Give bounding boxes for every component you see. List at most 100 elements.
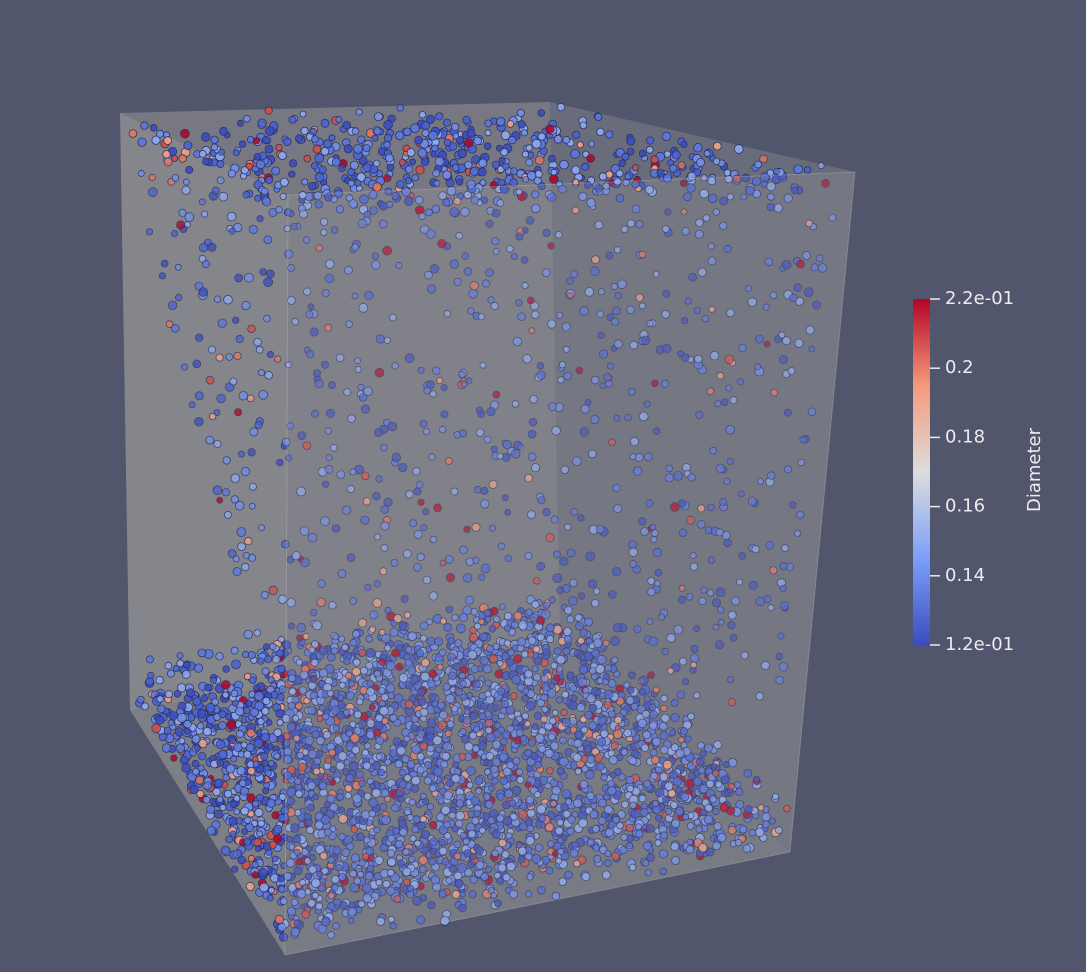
particle [244,707,251,714]
particle [246,882,254,890]
particle [485,120,492,127]
particle [232,660,241,669]
particle [243,191,250,198]
particle [265,770,272,777]
particle [233,150,239,156]
particle [195,334,203,342]
particle [499,157,505,163]
particle [201,211,207,217]
particle [694,143,703,152]
particle [443,171,451,179]
particle [422,121,430,129]
particle [177,660,184,667]
particle [397,181,405,189]
particle [217,497,223,503]
particle [206,703,215,712]
particle [211,677,217,683]
box-front [285,172,855,955]
particle [201,695,208,702]
particle [244,817,251,824]
particle [183,179,189,185]
particle [363,164,371,172]
particle [259,868,268,877]
particle [343,121,351,129]
particle [315,173,324,182]
particle [254,739,263,748]
particle [372,135,378,141]
particle [223,692,229,698]
particle [309,182,317,190]
particle [236,335,243,342]
particle [247,395,254,402]
particle [302,179,308,185]
particle [177,653,183,659]
particle [199,150,206,157]
particle [217,394,226,403]
particle [156,676,164,684]
particle [284,138,292,146]
particle [214,779,223,788]
particle [597,128,605,136]
particle [198,753,206,761]
particle [218,319,226,327]
particle [181,364,187,370]
particle [627,137,635,145]
particle [221,846,230,855]
particle [161,260,168,267]
particle [557,103,565,111]
particle [315,154,324,163]
particle [373,183,382,192]
particle [387,164,394,171]
particle [619,160,626,167]
particle [260,269,267,276]
particle [526,145,532,151]
particle [277,459,284,466]
particle [218,149,224,155]
particle [452,123,459,130]
particle [231,496,238,503]
particle [275,356,281,362]
particle [311,163,318,170]
particle [214,296,221,303]
particle [304,155,311,162]
particle [261,753,268,760]
particle [457,179,463,185]
particle [244,630,253,639]
particle [206,376,214,384]
particle [253,138,259,144]
colorbar-tick-label: 2.2e-01 [945,288,1014,309]
particle [186,166,193,173]
particle [374,128,381,135]
particle [244,838,251,845]
particle [344,145,352,153]
particle [269,586,278,595]
particle [254,338,262,346]
particle [184,142,192,150]
particle [452,164,459,171]
particle [356,109,362,115]
particle [189,402,195,408]
particle [233,568,241,576]
particle [300,111,306,117]
particle [234,352,241,359]
particle [262,137,269,144]
particle [373,160,380,167]
particle [289,160,296,167]
particle [181,129,190,138]
particle [551,169,557,175]
particle [415,136,423,144]
particle [274,729,282,737]
particle [164,137,172,145]
particle [664,151,670,157]
particle [651,156,658,163]
particle [256,346,263,353]
particle [279,686,286,693]
particle [268,677,274,683]
particle [632,165,638,171]
particle [175,294,182,301]
particle [485,130,491,136]
particle [230,831,236,837]
particle [265,371,273,379]
colorbar [913,299,930,645]
particle [248,855,254,861]
